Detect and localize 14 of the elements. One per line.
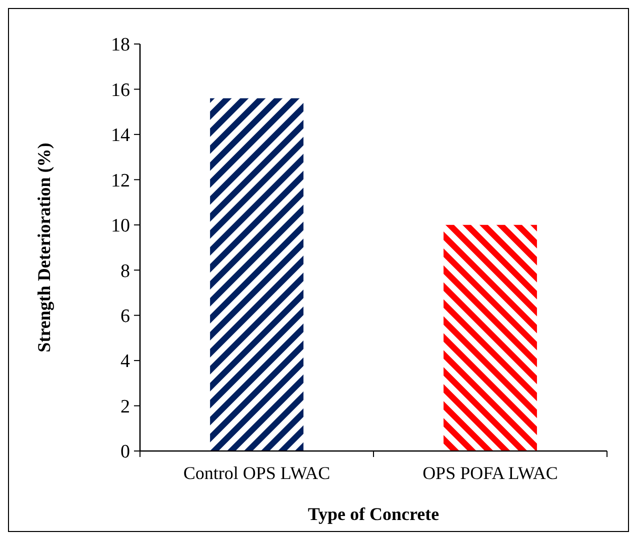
y-tick-label: 0 (120, 442, 130, 463)
y-tick-label: 6 (120, 306, 130, 327)
x-tick-label: Control OPS LWAC (183, 463, 330, 483)
y-tick-label: 8 (120, 260, 130, 282)
y-tick-label: 16 (111, 80, 130, 101)
y-axis-title: Strength Deterioration (%) (34, 142, 54, 352)
y-tick-label: 2 (120, 396, 130, 418)
x-tick-label: OPS POFA LWAC (422, 463, 558, 483)
y-tick-label: 12 (111, 170, 130, 192)
y-tick-label: 10 (111, 216, 130, 237)
y-tick-label: 4 (120, 351, 130, 372)
y-tick-label: 14 (111, 125, 130, 146)
x-axis-title: Type of Concrete (308, 504, 440, 524)
y-tick-label: 18 (111, 34, 130, 56)
